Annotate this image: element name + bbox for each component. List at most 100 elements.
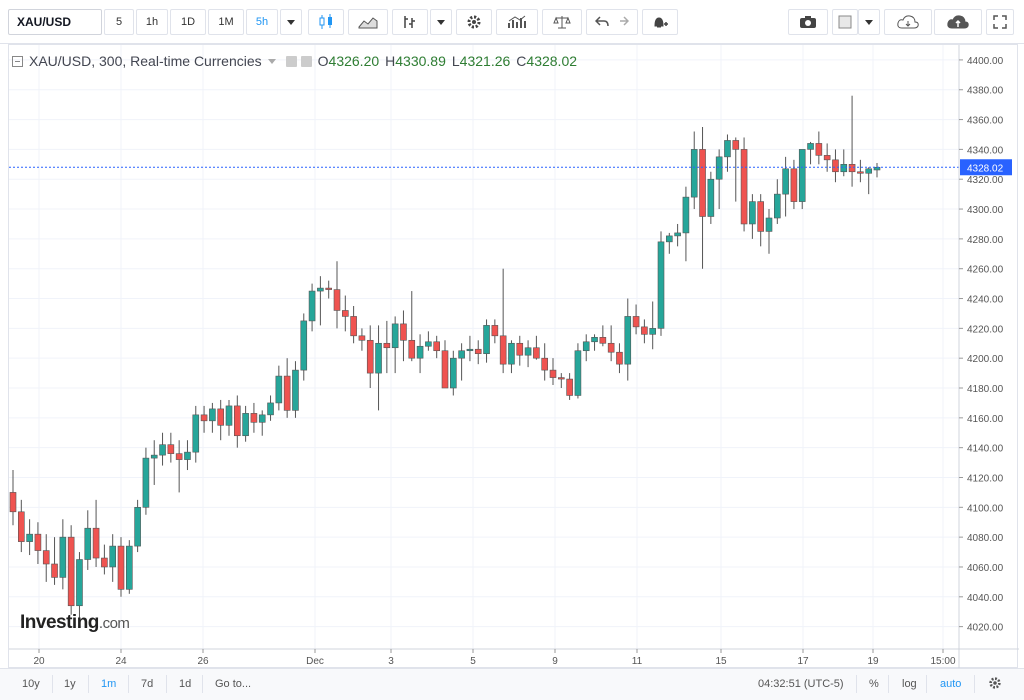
time-tick-label: 15:00 [930, 656, 955, 667]
legend-low: L4321.26 [451, 53, 511, 69]
candle-body-down [234, 405, 241, 437]
candle [458, 343, 465, 381]
candle-body-up [483, 325, 490, 355]
candle [267, 395, 274, 421]
redo-icon [620, 16, 629, 26]
price-tick-label: 4100.00 [967, 503, 1004, 514]
candle [724, 134, 731, 172]
symbol-search-input[interactable]: XAU/USD [8, 9, 102, 35]
price-tick-label: 4140.00 [967, 444, 1004, 455]
time-tick-label: 17 [797, 656, 809, 667]
candle-body-down [699, 149, 706, 217]
auto-scale-button[interactable]: auto [940, 678, 962, 690]
fullscreen-button[interactable] [986, 9, 1014, 35]
candle-body-down [34, 533, 42, 551]
candle [840, 149, 848, 177]
interval-1h-button[interactable]: 1h [136, 9, 168, 35]
percent-scale-button[interactable]: % [869, 678, 879, 690]
candle [641, 319, 648, 344]
range-1d-button[interactable]: 1d [179, 678, 192, 690]
candle [375, 325, 382, 411]
interval-5-button[interactable]: 5 [104, 9, 134, 35]
price-tick-label: 4180.00 [967, 384, 1004, 395]
goto-date-button[interactable]: Go to... [215, 678, 252, 690]
candle [474, 340, 482, 365]
price-tick-label: 4280.00 [967, 235, 1004, 246]
candle-body-up [591, 337, 598, 343]
candles-style-button[interactable] [308, 9, 344, 35]
candle [184, 440, 191, 471]
save-layout-button[interactable] [934, 9, 982, 35]
candle [167, 432, 175, 463]
chart-pane[interactable]: 4328.02 4020.00 4040.00 4060.00 4080.00 4100… [8, 44, 1019, 669]
interval-1m-button[interactable]: 1M [208, 9, 244, 35]
candle-body-down [217, 408, 224, 426]
candle [699, 127, 706, 269]
interval-dropdown-button[interactable] [280, 9, 302, 35]
range-1m-button[interactable]: 1m [101, 678, 117, 690]
candle-body-up [126, 545, 133, 590]
candle-body-up [159, 444, 166, 456]
log-scale-button[interactable]: log [902, 678, 917, 690]
candle-body-down [757, 201, 764, 232]
divider [856, 675, 857, 693]
candle [225, 399, 233, 436]
candle-body-down [815, 143, 823, 156]
load-layout-button[interactable] [884, 9, 932, 35]
candle [159, 432, 166, 466]
dropdown-arrow-icon[interactable] [267, 58, 276, 64]
candlestick-chart[interactable]: 4328.02 4020.00 4040.00 4060.00 4080.00 4100… [9, 45, 1019, 669]
chevron-down-icon [287, 19, 295, 25]
candle-body-down [790, 168, 798, 202]
color-picker-button[interactable] [832, 9, 858, 35]
add-alert-button[interactable] [642, 9, 678, 35]
eye-icon[interactable] [285, 55, 297, 67]
candle [607, 325, 615, 362]
undo-redo-button[interactable] [586, 9, 638, 35]
time-tick-label: 19 [867, 656, 879, 667]
price-tick-label: 4260.00 [967, 265, 1004, 276]
candle-body-down [599, 337, 607, 344]
candle-body-up [682, 196, 690, 234]
chevron-down-icon [437, 19, 445, 25]
candle-body-up [657, 241, 665, 329]
candle [101, 544, 108, 575]
candle-body-down [408, 339, 416, 359]
settings-gear-button[interactable] [988, 676, 1002, 693]
candle [76, 552, 83, 621]
compare-button[interactable] [496, 9, 538, 35]
candle-body-up [749, 201, 756, 225]
interval-5h-button[interactable]: 5h [246, 9, 278, 35]
range-1y-button[interactable]: 1y [64, 678, 76, 690]
interval-1d-button[interactable]: 1D [170, 9, 206, 35]
snapshot-button[interactable] [788, 9, 828, 35]
candle [483, 319, 490, 363]
candle-body-up [317, 287, 324, 292]
candle-body-up [300, 320, 308, 371]
candle [591, 334, 598, 351]
settings-small-icon[interactable] [300, 55, 312, 67]
gear-icon [989, 677, 1001, 689]
candle-body-down [832, 159, 839, 173]
cloud-download-icon [897, 15, 919, 29]
collapse-legend-icon[interactable] [12, 55, 23, 67]
compare-symbol-button[interactable] [542, 9, 582, 35]
area-style-button[interactable] [348, 9, 388, 35]
candle-body-down [167, 444, 175, 454]
indicators-button[interactable] [392, 9, 428, 35]
color-dropdown-button[interactable] [858, 9, 880, 35]
candle-body-up [26, 533, 33, 542]
bar-chart-icon [508, 15, 526, 28]
candle [84, 510, 92, 570]
candle-body-up [375, 342, 382, 374]
time-axis[interactable]: 20 24 26 Dec 3 5 9 11 15 17 19 15:00 [9, 648, 1019, 667]
candle [848, 95, 856, 187]
price-axis[interactable]: 4020.00 4040.00 4060.00 4080.00 4100.00 4120.… [958, 45, 1004, 669]
indicators-dropdown-button[interactable] [430, 9, 452, 35]
settings-button[interactable] [456, 9, 492, 35]
candle [450, 350, 457, 396]
range-7d-button[interactable]: 7d [141, 678, 154, 690]
candle [391, 316, 399, 374]
candle [599, 325, 607, 347]
range-10y-button[interactable]: 10y [22, 678, 40, 690]
